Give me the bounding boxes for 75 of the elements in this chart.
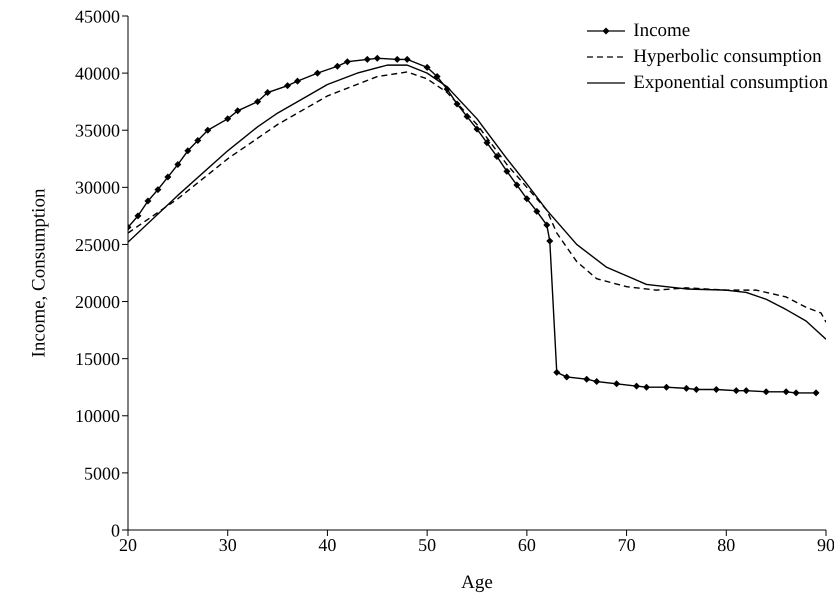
point xyxy=(164,174,172,181)
point xyxy=(184,147,192,154)
y-tick-label: 30000 xyxy=(75,178,120,198)
point xyxy=(712,386,720,394)
point xyxy=(204,126,212,134)
point xyxy=(174,160,182,168)
y-tick-label: 45000 xyxy=(75,6,120,26)
point xyxy=(633,382,640,390)
point xyxy=(493,152,500,160)
point xyxy=(682,384,690,392)
point xyxy=(792,389,800,396)
point xyxy=(374,54,381,62)
point xyxy=(583,376,590,383)
x-tick-label: 30 xyxy=(218,534,237,555)
point xyxy=(334,62,341,70)
point xyxy=(264,89,272,96)
x-tick-label: 50 xyxy=(418,534,436,555)
point xyxy=(254,98,262,106)
point xyxy=(812,389,820,396)
point xyxy=(294,78,302,85)
point xyxy=(314,70,321,77)
point xyxy=(533,208,540,215)
point xyxy=(593,378,600,386)
point xyxy=(692,386,700,394)
point xyxy=(613,380,620,388)
point xyxy=(344,58,351,66)
point xyxy=(134,212,142,220)
point xyxy=(224,115,232,122)
point xyxy=(546,238,554,245)
point xyxy=(732,387,740,394)
x-tick-label: 60 xyxy=(518,534,536,555)
point xyxy=(154,186,162,194)
point xyxy=(474,126,480,133)
x-axis-title: Age xyxy=(461,572,493,593)
y-tick-label: 20000 xyxy=(75,292,120,312)
point xyxy=(364,56,371,63)
y-axis-title: Income, Consumption xyxy=(28,188,50,358)
y-tick-label: 35000 xyxy=(75,120,120,141)
x-tick-label: 40 xyxy=(318,534,336,555)
y-tick-label: 5000 xyxy=(84,463,120,484)
point xyxy=(194,137,202,144)
point xyxy=(234,107,242,114)
point xyxy=(662,384,670,391)
x-tick-label: 20 xyxy=(119,534,137,555)
point xyxy=(404,56,411,63)
y-tick-label: 0 xyxy=(111,520,120,540)
x-tick-label: 70 xyxy=(618,534,636,555)
point xyxy=(553,368,560,376)
point xyxy=(523,195,530,202)
y-tick-label: 15000 xyxy=(75,349,120,370)
y-tick-label: 40000 xyxy=(75,64,120,84)
point xyxy=(454,100,461,108)
point xyxy=(464,113,471,120)
point xyxy=(762,388,770,396)
point xyxy=(144,198,152,205)
y-tick-label: 25000 xyxy=(75,234,120,255)
legend-label: Income xyxy=(633,20,690,42)
point xyxy=(394,56,401,63)
y-tick-label: 10000 xyxy=(75,406,120,426)
point xyxy=(284,82,292,90)
point xyxy=(444,86,451,93)
x-tick-label: 90 xyxy=(817,534,835,555)
point xyxy=(424,64,431,71)
point xyxy=(483,139,490,146)
point xyxy=(434,73,441,80)
point xyxy=(782,388,790,396)
point xyxy=(742,387,750,394)
legend-label: Hyperbolic consumption xyxy=(633,46,822,68)
point xyxy=(503,168,510,175)
point xyxy=(543,222,550,229)
point xyxy=(643,384,650,391)
point xyxy=(513,182,520,189)
legend-label: Exponential consumption xyxy=(633,72,828,94)
point xyxy=(563,373,570,380)
x-tick-label: 80 xyxy=(717,534,736,555)
